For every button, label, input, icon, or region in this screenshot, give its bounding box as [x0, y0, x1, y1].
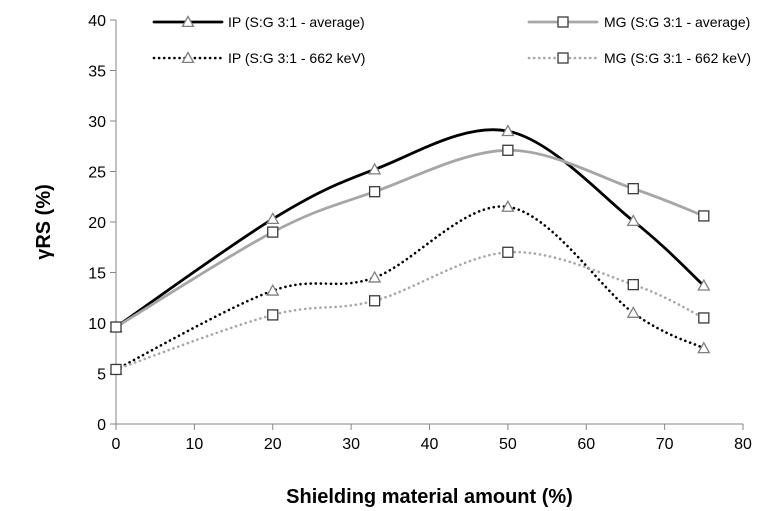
y-tick-label: 15: [88, 266, 106, 283]
legend-marker: [181, 15, 195, 28]
data-point-ip-average: [368, 162, 382, 175]
data-point-ip-662kev: [501, 200, 515, 212]
data-point-ip-662kev: [626, 306, 640, 318]
x-axis-title: Shielding material amount (%): [286, 486, 573, 508]
y-tick-label: 40: [88, 13, 106, 30]
y-tick-label: 30: [88, 114, 106, 131]
series-group: [109, 124, 711, 376]
x-tick-label: 0: [112, 436, 121, 453]
axes: [110, 19, 744, 430]
y-tick-label: 20: [88, 215, 106, 232]
legend-label: MG (S:G 3:1 - average): [604, 14, 750, 30]
series-mg-average: [110, 144, 710, 333]
legend-marker: [181, 51, 195, 64]
legend-marker: [557, 52, 569, 64]
data-point-ip-average: [626, 214, 640, 227]
series-mg-662kev: [110, 246, 710, 376]
legend-item-ip-662kev: IP (S:G 3:1 - 662 keV): [152, 50, 365, 66]
y-tick-label: 5: [97, 367, 106, 384]
y-tick-label: 35: [88, 64, 106, 81]
x-tick-label: 60: [577, 436, 595, 453]
series-line-mg-662kev: [114, 250, 706, 371]
data-point-mg-662kev: [110, 363, 122, 376]
data-point-ip-average: [266, 212, 280, 225]
x-tick-label: 20: [264, 436, 282, 453]
x-tick-label: 30: [342, 436, 360, 453]
data-point-mg-662kev: [698, 312, 710, 324]
y-axis-title: γRS (%): [33, 184, 55, 260]
legend-marker: [557, 16, 569, 28]
legend-item-mg-662kev: MG (S:G 3:1 - 662 keV): [527, 50, 751, 66]
data-point-mg-average: [627, 183, 639, 195]
x-tick-label: 40: [421, 436, 439, 453]
data-point-ip-average: [501, 124, 515, 137]
data-point-mg-662kev: [627, 278, 639, 291]
x-tick-label: 80: [734, 436, 752, 453]
x-tick-label: 10: [185, 436, 203, 453]
data-point-mg-average: [368, 186, 381, 198]
legend: IP (S:G 3:1 - average) MG (S:G 3:1 - aver…: [152, 14, 751, 66]
series-line-mg-average: [114, 148, 706, 329]
data-point-mg-662kev: [368, 295, 381, 307]
data-point-ip-662kev: [266, 283, 280, 296]
y-tick-label: 25: [88, 165, 106, 182]
data-point-mg-662kev: [502, 246, 514, 258]
data-point-ip-average: [697, 278, 711, 291]
data-point-mg-average: [110, 321, 122, 333]
x-tick-label: 50: [499, 436, 517, 453]
legend-item-mg-average: MG (S:G 3:1 - average): [527, 14, 750, 30]
data-point-ip-662kev: [697, 341, 711, 354]
legend-label: IP (S:G 3:1 - average): [228, 14, 365, 30]
x-tick-label: 70: [656, 436, 674, 453]
data-point-mg-average: [698, 210, 710, 222]
y-tick-label: 0: [97, 417, 106, 434]
legend-item-ip-average: IP (S:G 3:1 - average): [152, 14, 365, 30]
legend-label: MG (S:G 3:1 - 662 keV): [604, 50, 751, 66]
data-point-mg-662kev: [267, 309, 279, 321]
data-point-ip-662kev: [368, 270, 382, 283]
data-point-mg-average: [502, 144, 514, 156]
series-line-ip-662kev: [114, 205, 706, 371]
y-tick-label: 10: [88, 316, 106, 333]
data-point-mg-average: [267, 226, 279, 238]
tick-labels: 0 5 10 15 20 25 30 35 40 0 10 20 30 40 50 60 70 80: [88, 13, 752, 453]
legend-label: IP (S:G 3:1 - 662 keV): [228, 50, 365, 66]
